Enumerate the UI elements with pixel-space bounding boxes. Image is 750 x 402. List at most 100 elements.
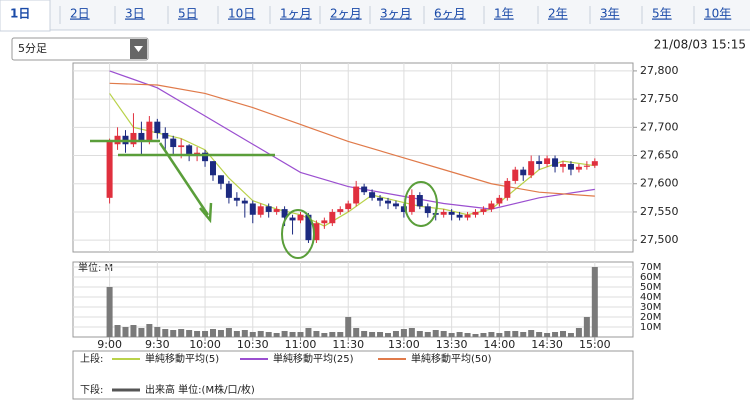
volume-bar: [520, 332, 527, 337]
y-tick-label: 60M: [640, 272, 661, 283]
volume-bar: [567, 333, 574, 337]
candle-body: [544, 158, 551, 164]
candle-body: [552, 158, 559, 167]
annotation-circle: [281, 209, 315, 259]
x-tick-label: 14:30: [531, 338, 563, 351]
volume-bar: [416, 331, 423, 337]
tab[interactable]: 1年: [494, 7, 514, 21]
volume-bar: [138, 328, 145, 337]
volume-bar: [575, 328, 582, 337]
volume-bar: [337, 332, 344, 337]
tab[interactable]: 5年: [652, 7, 672, 21]
volume-bar: [146, 324, 153, 337]
tab[interactable]: 10年: [704, 7, 731, 21]
volume-bar: [400, 329, 407, 337]
candle-body: [146, 121, 153, 142]
legend-label: 単純移動平均(50): [411, 352, 492, 365]
volume-bar: [353, 328, 360, 337]
x-tick-label: 13:00: [388, 338, 420, 351]
candle-body: [106, 140, 113, 198]
candle-body: [202, 152, 209, 162]
candle-body: [520, 169, 527, 176]
active-tab: [0, 0, 51, 32]
candle-body: [400, 206, 407, 212]
volume-bar: [432, 330, 439, 337]
volume-bar: [591, 267, 598, 337]
volume-bar: [345, 317, 352, 337]
y-tick-label: 20M: [640, 312, 661, 323]
candle-body: [392, 203, 399, 207]
annotation-circle: [404, 181, 438, 227]
candle-body: [257, 206, 264, 215]
dropdown-label[interactable]: 5分足: [18, 42, 47, 55]
y-tick-label: 70M: [640, 262, 661, 273]
tab-bar: [0, 0, 750, 30]
tab[interactable]: 6ヶ月: [434, 7, 466, 21]
annotation-arrowhead: [199, 202, 213, 224]
volume-bar: [130, 325, 137, 337]
volume-bar: [305, 328, 312, 337]
y-tick-label: 27,600: [640, 177, 679, 190]
volume-bar: [225, 328, 232, 337]
candle-body: [281, 209, 288, 218]
volume-bar: [249, 332, 256, 337]
x-tick-label: 15:00: [579, 338, 611, 351]
tab[interactable]: 2日: [70, 7, 90, 21]
candle-body: [560, 163, 566, 167]
y-tick-label: 27,750: [640, 92, 679, 105]
candle-body: [456, 214, 463, 218]
annotations: [90, 139, 438, 259]
volume-panel: [72, 261, 634, 338]
tab[interactable]: 10日: [228, 7, 255, 21]
candle-body: [528, 161, 535, 176]
x-tick-label: 11:30: [332, 338, 364, 351]
tab[interactable]: 5日: [178, 7, 198, 21]
y-tick-label: 30M: [640, 302, 661, 313]
candle-body: [504, 180, 511, 198]
volume-bar: [273, 333, 280, 337]
tab[interactable]: 3年: [600, 7, 620, 21]
tab[interactable]: 1ヶ月: [280, 7, 312, 21]
volume-bar: [552, 332, 559, 337]
volume-bar: [257, 331, 264, 337]
candle-body: [321, 220, 328, 224]
x-tick-label: 13:30: [436, 338, 468, 351]
candle-body: [512, 169, 519, 181]
tab[interactable]: 2ヶ月: [330, 7, 362, 21]
x-tick-label: 10:30: [237, 338, 269, 351]
candle-body: [377, 197, 384, 201]
volume-bar: [162, 329, 169, 337]
candle-body: [241, 200, 248, 204]
volume-bar: [178, 329, 185, 337]
legend-upper: 上段:: [80, 352, 103, 365]
candle-body: [265, 206, 272, 212]
volume-bar: [528, 330, 535, 337]
candle-body: [337, 209, 344, 212]
candle-body: [385, 200, 391, 204]
x-tick-label: 10:00: [189, 338, 221, 351]
volume-bar: [480, 333, 487, 337]
x-tick-label: 14:00: [484, 338, 516, 351]
y-tick-label: 27,500: [640, 233, 679, 246]
candle-body: [567, 163, 574, 170]
candle-body: [154, 121, 161, 133]
volume-bar: [472, 334, 479, 337]
volume-bar: [186, 330, 193, 337]
volume-bar: [583, 317, 590, 337]
candle-body: [329, 211, 336, 224]
y-tick-label: 50M: [640, 282, 661, 293]
volume-bar: [536, 332, 543, 337]
tab[interactable]: 3ヶ月: [380, 7, 412, 21]
tab[interactable]: 1日: [10, 7, 30, 21]
tab[interactable]: 2年: [548, 7, 568, 21]
candle-body: [217, 175, 224, 184]
candle-body: [225, 183, 232, 198]
y-tick-label: 27,800: [640, 64, 679, 77]
volume-bar: [504, 331, 511, 337]
candle-body: [170, 138, 177, 148]
dropdown[interactable]: [11, 37, 149, 61]
tab[interactable]: 3日: [125, 7, 145, 21]
candle-body: [345, 203, 352, 210]
volume-bar: [392, 331, 399, 337]
